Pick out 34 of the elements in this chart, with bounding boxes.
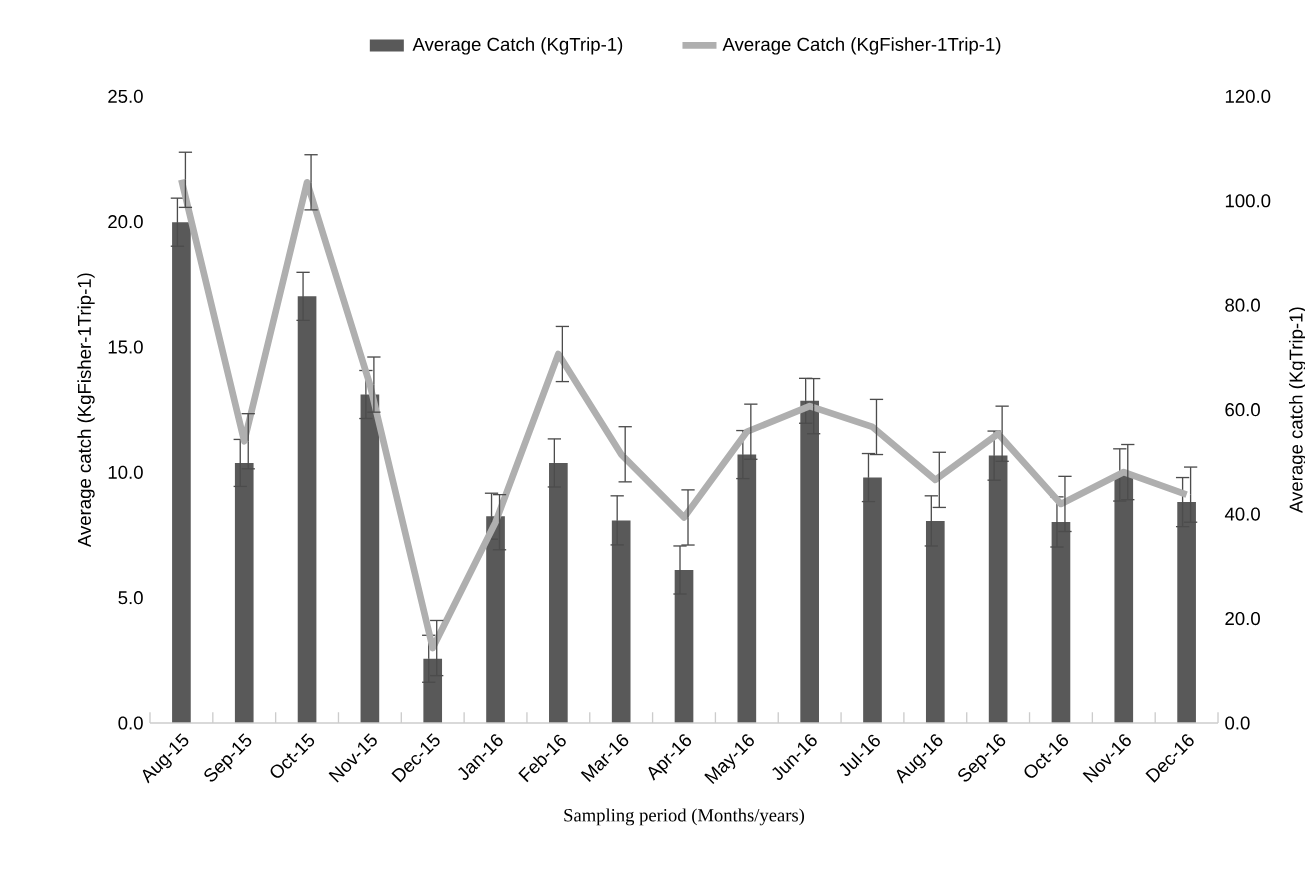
bar bbox=[486, 516, 505, 723]
bar bbox=[925, 520, 945, 723]
y2-tick-label: 60.0 bbox=[1225, 403, 1260, 417]
y-tick-label: 15.0 bbox=[108, 340, 143, 354]
bar bbox=[423, 658, 443, 723]
bar bbox=[988, 455, 1008, 723]
bar bbox=[1051, 521, 1071, 723]
y2-tick-label: 80.0 bbox=[1225, 298, 1260, 312]
y-tick-label: 5.0 bbox=[118, 591, 143, 605]
bar bbox=[800, 400, 819, 723]
y2-tick-label: 0.0 bbox=[1225, 716, 1250, 730]
bar bbox=[1177, 502, 1196, 723]
x-axis-title: Sampling period (Months/years) bbox=[564, 808, 805, 826]
y-tick-label: 20.0 bbox=[108, 215, 143, 229]
y2-tick-label: 100.0 bbox=[1225, 194, 1271, 208]
y-tick-label: 25.0 bbox=[108, 89, 143, 103]
y-axis-title: Average catch (KgFisher-1Trip-1) bbox=[77, 273, 95, 548]
bar bbox=[611, 520, 631, 723]
y-tick-label: 10.0 bbox=[108, 465, 143, 479]
legend-label: Average Catch (KgTrip-1) bbox=[412, 37, 623, 55]
bar bbox=[172, 222, 191, 723]
bar bbox=[674, 569, 694, 723]
bar bbox=[549, 462, 568, 723]
y2-tick-label: 20.0 bbox=[1225, 611, 1260, 626]
bar bbox=[1114, 474, 1134, 723]
y-tick-label: 0.0 bbox=[118, 716, 143, 730]
bar bbox=[234, 462, 254, 723]
bar bbox=[360, 394, 380, 723]
bar bbox=[297, 296, 317, 723]
y2-tick-label: 40.0 bbox=[1224, 507, 1260, 521]
bar bbox=[737, 454, 757, 723]
legend-label: Average Catch (KgFisher-1Trip-1) bbox=[722, 37, 1001, 55]
y2-tick-label: 120.0 bbox=[1225, 89, 1271, 103]
bar bbox=[863, 477, 882, 723]
